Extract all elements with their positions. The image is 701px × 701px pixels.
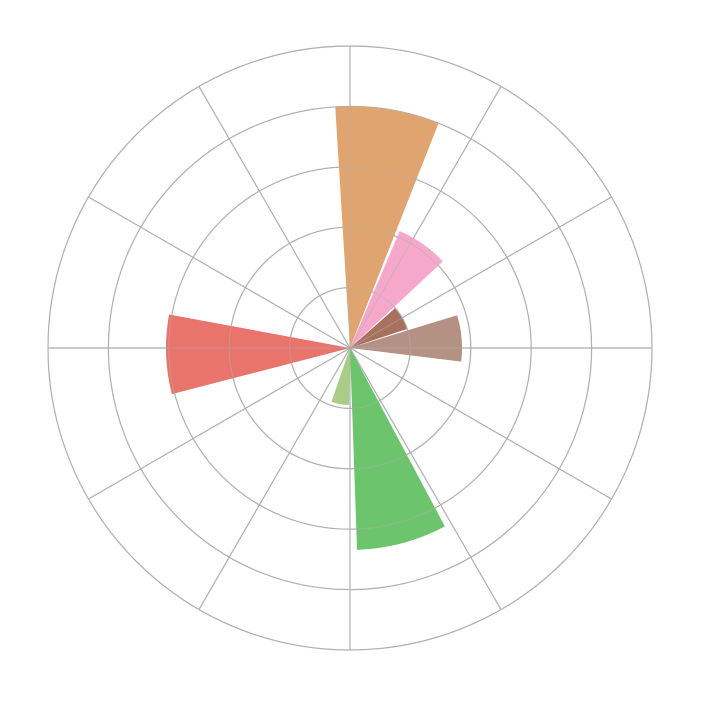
grid-overlay-ring-1 [289, 287, 411, 409]
grid-overlay-ring-5 [47, 45, 653, 651]
grid-overlay-spoke-150 [349, 347, 502, 610]
grid-overlay-spoke-30 [349, 86, 502, 349]
grid-overlay-spoke-300 [88, 196, 351, 349]
polar-grid-spokes [48, 46, 652, 650]
grid-spoke-150 [349, 347, 502, 610]
grid-overlay-spoke-210 [198, 347, 351, 610]
grid-overlay-spoke-330 [198, 86, 351, 349]
wedge-sector-g [165, 314, 350, 395]
grid-overlay-ring-4 [107, 105, 593, 591]
grid-overlay [47, 45, 653, 651]
polar-wedges [165, 105, 463, 550]
grid-overlay-spoke-240 [88, 347, 351, 500]
wedge-sector-a [335, 105, 439, 348]
wedge-sector-c [350, 308, 407, 348]
grid-spoke-330 [198, 86, 351, 349]
grid-overlay-ring-2 [228, 226, 472, 470]
grid-overlay-spoke-60 [349, 196, 612, 349]
wedge-sector-b [350, 231, 443, 348]
grid-overlay-spoke-120 [349, 347, 612, 500]
wedge-sector-e [350, 348, 445, 550]
wedge-sector-f [331, 348, 350, 405]
wedge-sector-d [350, 315, 463, 362]
grid-spoke-300 [88, 196, 351, 349]
grid-spoke-240 [88, 347, 351, 500]
grid-spoke-210 [198, 347, 351, 610]
grid-spoke-120 [349, 347, 612, 500]
grid-overlay-ring-3 [168, 166, 532, 530]
